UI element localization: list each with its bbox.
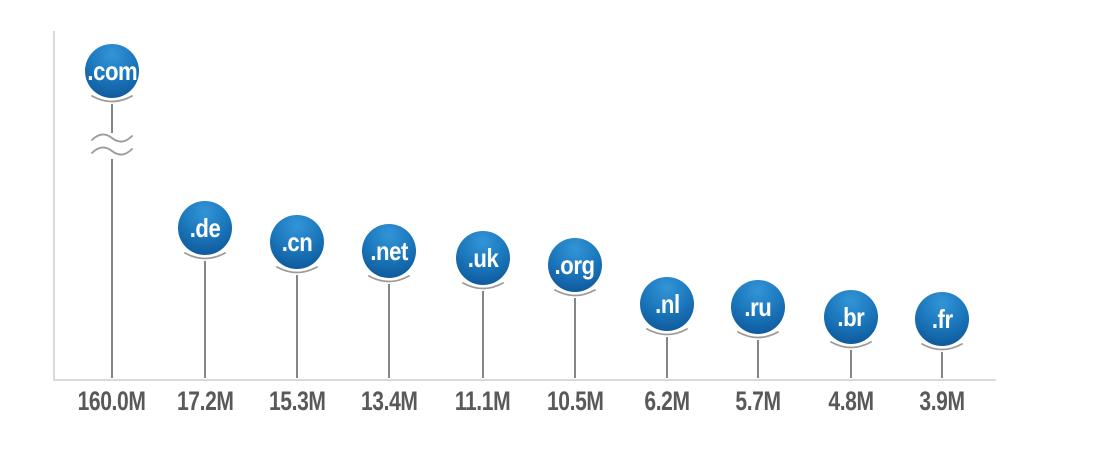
balloon-stick <box>388 284 390 378</box>
value-label-text: 13.4M <box>360 386 418 416</box>
balloon-stick <box>296 275 298 378</box>
balloon: .uk <box>456 231 510 285</box>
tld-label: .ru <box>744 292 772 322</box>
balloon: .ru <box>731 280 785 334</box>
axis-break-icon <box>91 133 133 156</box>
balloon-knot-arc <box>830 341 872 349</box>
tld-label: .nl <box>654 289 680 319</box>
balloon-stick <box>574 298 576 378</box>
balloon-knot-arc <box>462 282 504 290</box>
tld-label: .cn <box>281 227 313 257</box>
value-label: 160.0M <box>52 388 172 415</box>
balloon: .com <box>85 44 139 98</box>
balloon-stick <box>482 291 484 378</box>
balloon-knot-arc <box>737 331 779 339</box>
value-label-text: 5.7M <box>735 386 781 416</box>
value-label-text: 6.2M <box>644 386 690 416</box>
balloon: .cn <box>270 215 324 269</box>
balloon-knot-arc <box>91 95 133 103</box>
value-label-text: 3.9M <box>919 386 965 416</box>
tld-label: .fr <box>931 304 953 334</box>
balloon-stick <box>941 352 943 378</box>
value-label-text: 15.3M <box>268 386 326 416</box>
tld-label: .uk <box>467 243 499 273</box>
balloon-stick <box>111 104 113 133</box>
tld-label: .org <box>554 250 596 280</box>
balloon-knot-arc <box>368 275 410 283</box>
balloon-knot-arc <box>554 289 596 297</box>
value-label: 10.5M <box>515 388 635 415</box>
tld-label: .com <box>87 56 137 86</box>
balloon-stick <box>204 261 206 378</box>
balloon-knot-arc <box>184 252 226 260</box>
balloon: .fr <box>915 292 969 346</box>
balloon: .br <box>824 290 878 344</box>
balloon-stick <box>666 337 668 378</box>
balloon-stick <box>850 350 852 378</box>
value-label-text: 10.5M <box>546 386 604 416</box>
value-label: 17.2M <box>145 388 265 415</box>
balloon: .org <box>548 238 602 292</box>
value-label: 15.3M <box>237 388 357 415</box>
value-label-text: 17.2M <box>176 386 234 416</box>
value-label-text: 11.1M <box>455 386 511 416</box>
value-label: 6.2M <box>607 388 727 415</box>
tld-label: .de <box>189 213 221 243</box>
balloon-knot-arc <box>276 266 318 274</box>
y-axis-line <box>53 31 55 380</box>
value-label: 3.9M <box>882 388 1002 415</box>
tld-label: .br <box>837 302 865 332</box>
value-label: 5.7M <box>698 388 818 415</box>
value-label: 13.4M <box>329 388 449 415</box>
value-label: 4.8M <box>791 388 911 415</box>
balloon: .nl <box>640 277 694 331</box>
balloon-stick-lower <box>111 159 113 378</box>
balloon-knot-arc <box>646 328 688 336</box>
value-label-text: 4.8M <box>828 386 874 416</box>
x-axis-baseline <box>53 379 996 381</box>
balloon: .net <box>362 224 416 278</box>
balloon-knot-arc <box>921 343 963 351</box>
value-label-text: 160.0M <box>78 386 146 416</box>
value-label: 11.1M <box>423 388 543 415</box>
balloon: .de <box>178 201 232 255</box>
balloon-stick <box>757 340 759 378</box>
tld-label: .net <box>370 236 408 266</box>
